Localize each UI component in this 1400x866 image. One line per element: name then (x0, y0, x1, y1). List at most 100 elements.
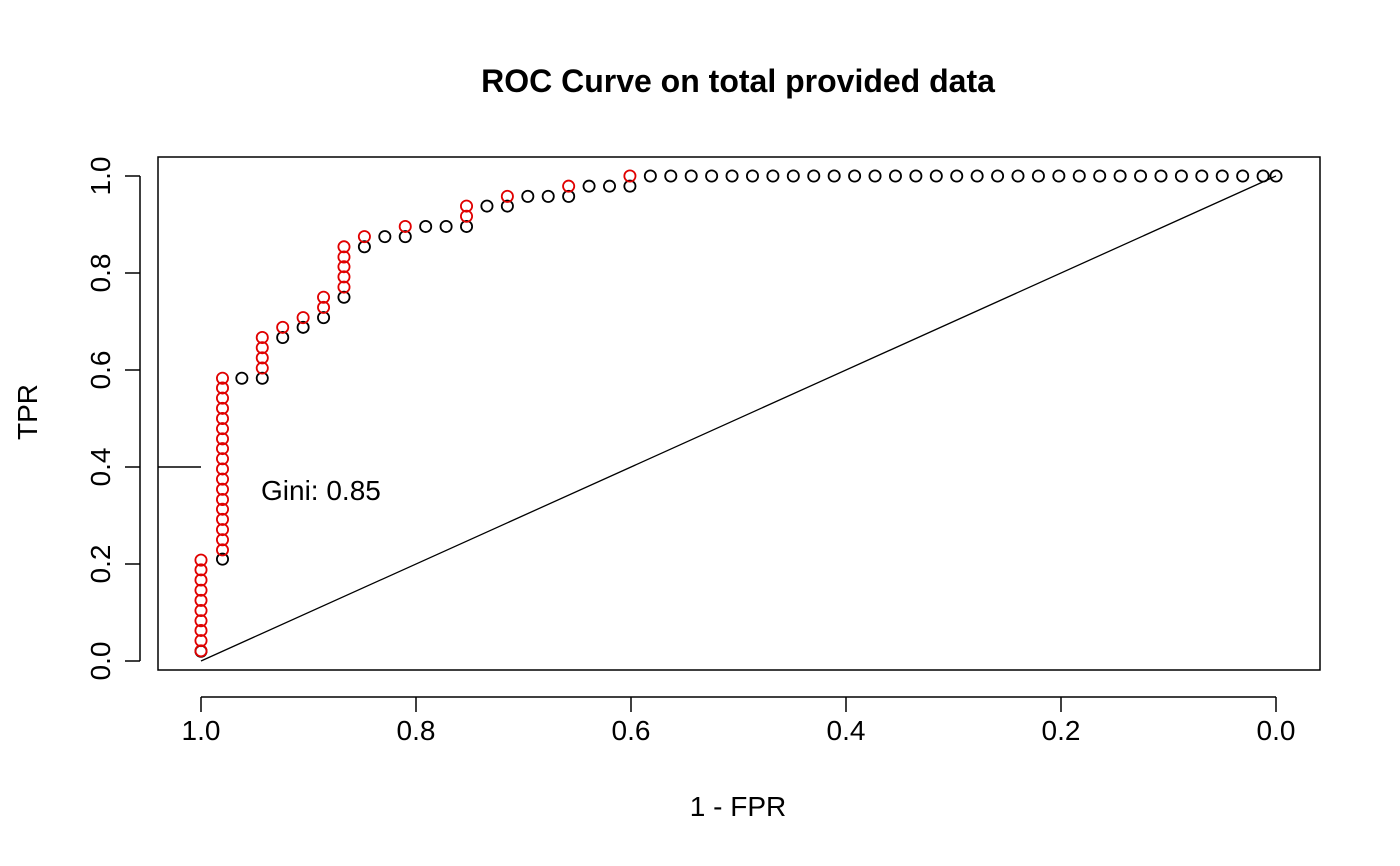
data-point (215, 543, 229, 557)
data-point (419, 219, 433, 233)
data-point (500, 189, 514, 203)
data-point (317, 290, 331, 304)
data-point (337, 280, 351, 294)
data-point (888, 169, 902, 183)
x-tick-label: 0.2 (1042, 715, 1081, 746)
data-point (1236, 169, 1250, 183)
data-point (255, 341, 269, 355)
data-point (623, 179, 637, 193)
x-tick-label: 0.8 (397, 715, 436, 746)
data-point (215, 472, 229, 486)
data-point (215, 442, 229, 456)
y-tick-label: 0.0 (85, 642, 116, 681)
data-point (1031, 169, 1045, 183)
data-point (255, 361, 269, 375)
data-point (705, 169, 719, 183)
data-point (194, 623, 208, 637)
data-point (215, 422, 229, 436)
data-point (603, 179, 617, 193)
x-tick-label: 1.0 (182, 715, 221, 746)
data-point (460, 209, 474, 223)
data-point (460, 219, 474, 233)
data-point (357, 240, 371, 254)
diagonal-line (200, 175, 1277, 662)
data-point (1195, 169, 1209, 183)
data-point (623, 169, 637, 183)
data-point (378, 230, 392, 244)
data-point (725, 169, 739, 183)
data-point (215, 381, 229, 395)
data-point (970, 169, 984, 183)
x-axis-label: 1 - FPR (690, 791, 786, 822)
chart-title: ROC Curve on total provided data (481, 63, 995, 99)
x-axis: 1.0 0.8 0.6 0.4 0.2 0.0 (182, 696, 1295, 746)
data-point (194, 573, 208, 587)
plot-area-frame (157, 156, 1321, 671)
data-point (827, 169, 841, 183)
data-point (357, 230, 371, 244)
y-tick-label: 0.2 (85, 545, 116, 584)
data-point (807, 169, 821, 183)
data-point (215, 401, 229, 415)
y-tick-label: 0.6 (85, 351, 116, 390)
data-point (215, 492, 229, 506)
data-point (255, 331, 269, 345)
data-point (848, 169, 862, 183)
data-point (296, 320, 310, 334)
data-point (1215, 169, 1229, 183)
y-axis-label: TPR (12, 384, 43, 440)
data-point (255, 371, 269, 385)
data-point (909, 169, 923, 183)
data-point (194, 604, 208, 618)
data-point (317, 300, 331, 314)
data-point (194, 593, 208, 607)
x-tick-label: 0.4 (827, 715, 866, 746)
data-point (766, 169, 780, 183)
data-point (194, 614, 208, 628)
x-tick-label: 0.6 (612, 715, 651, 746)
data-point (337, 240, 351, 254)
diagonal-layer (200, 175, 1277, 662)
data-point (1113, 169, 1127, 183)
data-point (500, 199, 514, 213)
data-point (398, 219, 412, 233)
data-point (1269, 169, 1283, 183)
data-point (398, 230, 412, 244)
data-point (745, 169, 759, 183)
data-point (255, 351, 269, 365)
data-point (1011, 169, 1025, 183)
y-tick-label: 1.0 (85, 157, 116, 196)
data-point (337, 250, 351, 264)
data-point (215, 371, 229, 385)
data-point (215, 462, 229, 476)
data-point (215, 512, 229, 526)
data-point (541, 189, 555, 203)
data-point (562, 179, 576, 193)
data-point (868, 169, 882, 183)
data-point (950, 169, 964, 183)
data-point (337, 290, 351, 304)
data-point (215, 432, 229, 446)
y-tick-label: 0.4 (85, 448, 116, 487)
data-point (296, 311, 310, 325)
data-point (582, 179, 596, 193)
data-point (337, 260, 351, 274)
data-point (929, 169, 943, 183)
data-point (215, 552, 229, 566)
data-point (664, 169, 678, 183)
data-point (1134, 169, 1148, 183)
data-point (1093, 169, 1107, 183)
data-point (215, 452, 229, 466)
data-point (337, 270, 351, 284)
data-point (276, 320, 290, 334)
data-point (215, 411, 229, 425)
data-point (521, 189, 535, 203)
data-point (1072, 169, 1086, 183)
data-point (1256, 169, 1270, 183)
data-point (276, 331, 290, 345)
gini-annotation: Gini: 0.85 (261, 475, 381, 506)
data-point (215, 533, 229, 547)
data-point (562, 189, 576, 203)
data-point (194, 583, 208, 597)
